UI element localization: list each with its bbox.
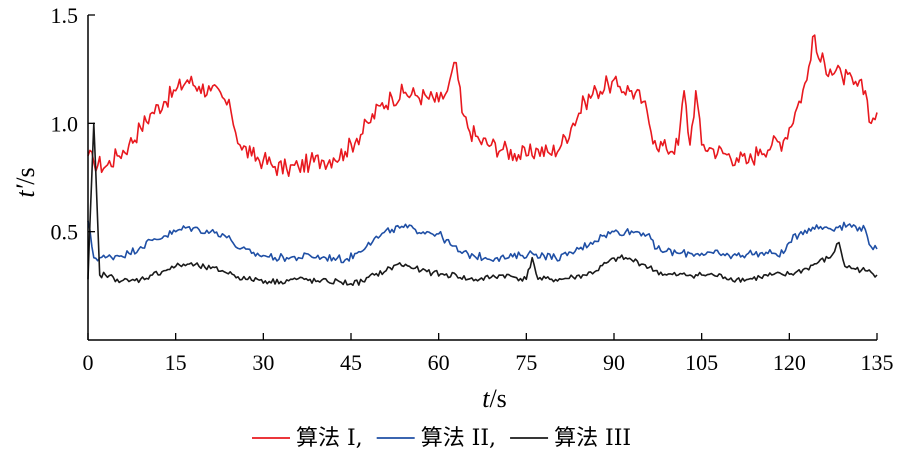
y-axis-label: t′/s	[11, 167, 40, 197]
x-tick-label: 60	[428, 350, 450, 375]
x-tick-label: 75	[515, 350, 537, 375]
y-axis-label-var: t′	[11, 184, 40, 197]
legend-label-3: 算法 III	[554, 426, 631, 451]
series-line-1	[87, 34, 878, 177]
y-tick-label: 1.5	[51, 3, 79, 28]
y-tick-label: 0.5	[51, 220, 79, 245]
x-tick-label: 30	[252, 350, 274, 375]
x-axis-label: t/s	[482, 384, 507, 413]
x-axis-label-unit: s	[497, 384, 507, 413]
x-tick-label: 120	[773, 350, 806, 375]
x-tick-label: 0	[83, 350, 94, 375]
series-layer	[87, 34, 878, 286]
series-line-3	[87, 122, 878, 286]
x-tick-label: 105	[685, 350, 718, 375]
legend: 算法 I, 算法 II, 算法 III	[252, 426, 631, 451]
x-axis-label-var: t	[482, 384, 490, 413]
legend-label-1: 算法 I,	[296, 426, 363, 451]
y-tick-label: 1.0	[51, 111, 79, 136]
x-ticks: 0 15 30 45 60 75 90 105 120 135	[83, 333, 894, 375]
legend-label-2: 算法 II,	[421, 426, 496, 451]
x-tick-label: 45	[340, 350, 362, 375]
series-line-2	[87, 220, 878, 264]
plot-area: 0 15 30 45 60 75 90 105 120 135 0.5 1.0 1.5	[51, 3, 894, 375]
x-tick-label: 90	[603, 350, 625, 375]
x-axis-label-sep: /	[489, 384, 497, 413]
y-ticks: 0.5 1.0 1.5	[51, 3, 95, 245]
x-tick-label: 15	[165, 350, 187, 375]
y-axis-label-sep: /	[11, 177, 40, 185]
y-axis-label-unit: s	[11, 167, 40, 177]
x-tick-label: 135	[861, 350, 894, 375]
